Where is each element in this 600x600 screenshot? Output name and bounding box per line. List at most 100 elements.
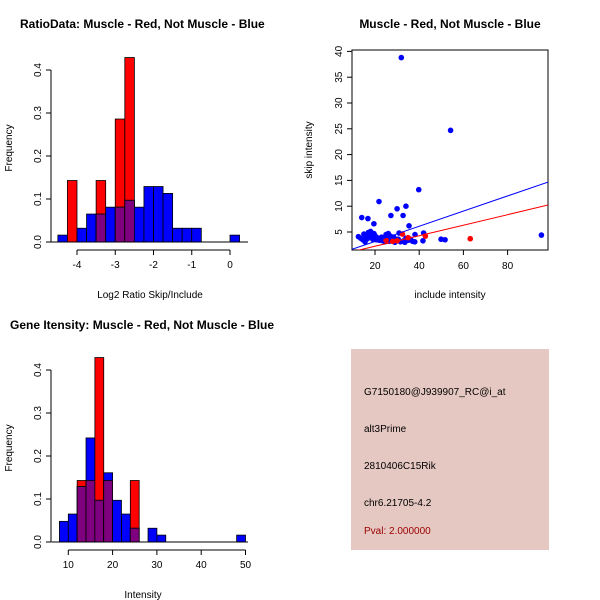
info-panel: G7150180@J939907_RC@i_at alt3Prime 28104… <box>351 349 549 550</box>
scatter-ytick-label: 20 <box>334 149 345 161</box>
scatter-point-blue <box>362 234 369 241</box>
ratio-hist-bar-blue <box>181 227 193 243</box>
ratio-hist-xtick-label: -1 <box>187 260 196 271</box>
ratio-hist-xlabel: Log2 Ratio Skip/Include <box>97 290 203 301</box>
scatter-point-blue <box>394 205 400 212</box>
intensity-hist-bar-overlap <box>129 527 140 543</box>
scatter-xtick-label: 80 <box>502 261 514 272</box>
scatter-point-blue <box>367 233 374 239</box>
event-type: alt3Prime <box>364 424 407 435</box>
intensity-hist-xtick-label: 40 <box>196 560 208 571</box>
scatter-xtick-label: 40 <box>414 261 426 272</box>
ratio-hist-bar-red <box>67 180 78 243</box>
ratio-hist-bar-overlap <box>114 206 126 243</box>
intensity-hist-bar-overlap <box>103 480 113 543</box>
ratio-hist-ytick-label: 0.4 <box>33 63 44 77</box>
ratio-hist-bar-blue <box>229 234 240 243</box>
scatter-ylabel: skip intensity <box>304 121 315 178</box>
intensity-hist-bar-overlap <box>94 499 105 543</box>
intensity-hist-bar-blue <box>112 499 122 543</box>
scatter-point-blue <box>406 223 412 229</box>
scatter-point-blue <box>402 239 408 246</box>
scatter-ytick-label: 30 <box>334 97 345 109</box>
intensity-hist-bar-blue <box>59 520 69 543</box>
scatter-point-red <box>467 235 474 242</box>
intensity-hist-bar-blue <box>156 534 167 543</box>
intensity-hist-bar-blue <box>67 513 78 543</box>
intensity-hist-title: Gene Itensity: Muscle - Red, Not Muscle … <box>10 318 274 332</box>
scatter-point-blue <box>420 237 426 244</box>
scatter-xtick-label: 20 <box>369 261 381 272</box>
ratio-hist-xtick-label: 0 <box>227 260 233 271</box>
scatter-point-blue <box>388 212 394 219</box>
ratio-hist-bar-blue <box>133 206 145 243</box>
scatter-ytick-label: 25 <box>334 123 345 135</box>
ratio-hist-ylabel: Frequency <box>4 124 15 171</box>
intensity-hist-ytick-label: 0.3 <box>33 406 44 420</box>
scatter-point-blue <box>442 236 448 243</box>
scatter-point-blue <box>371 220 377 227</box>
intensity-hist-bar-blue <box>121 513 131 543</box>
ratio-hist-xtick-label: -4 <box>73 260 82 271</box>
intensity-hist-xtick-label: 10 <box>63 560 75 571</box>
intensity-hist-ylabel: Frequency <box>4 424 15 471</box>
ratio-hist-bar-blue <box>86 213 97 243</box>
ratio-hist-xtick-label: -3 <box>111 260 120 271</box>
ratio-hist-ytick-label: 0.3 <box>33 106 44 120</box>
scatter-point-blue <box>447 127 454 134</box>
location: chr6.21705-4.2 <box>364 498 432 509</box>
scatter-point-blue <box>403 203 409 209</box>
intensity-hist-bar-overlap <box>76 486 87 543</box>
intensity-hist-xtick-label: 50 <box>240 560 252 571</box>
scatter-point-blue <box>358 214 365 221</box>
ratio-hist-xtick-label: -2 <box>149 260 158 271</box>
scatter-title: Muscle - Red, Not Muscle - Blue <box>359 17 541 31</box>
ratio-hist-bar-blue <box>76 227 87 243</box>
scatter-point-blue <box>376 198 382 205</box>
intensity-hist-xtick-label: 30 <box>151 560 163 571</box>
ratio-hist-bar-blue <box>172 227 183 243</box>
intensity-hist-ytick-label: 0.2 <box>33 449 44 463</box>
intensity-hist-xtick-label: 20 <box>107 560 119 571</box>
ratio-hist-bar-overlap <box>95 213 107 243</box>
intensity-hist-xlabel: Intensity <box>124 590 161 600</box>
scatter-xlabel: include intensity <box>414 290 485 301</box>
ratio-hist-bar-blue <box>57 234 68 243</box>
scatter-point-blue <box>365 215 371 222</box>
scatter-fit-line-blue <box>352 181 548 250</box>
scatter-point-blue <box>400 212 406 219</box>
scatter-xtick-label: 60 <box>458 261 470 272</box>
scatter-ytick-label: 5 <box>334 229 345 235</box>
probe-id: G7150180@J939907_RC@i_at <box>364 387 506 398</box>
ratio-hist-title: RatioData: Muscle - Red, Not Muscle - Bl… <box>20 17 265 31</box>
scatter-point-blue <box>538 232 545 238</box>
intensity-hist-bar-blue <box>236 534 246 543</box>
ratio-hist-bar-blue <box>143 186 154 243</box>
ratio-hist-bar-blue <box>153 186 164 243</box>
scatter-fit-line-red <box>357 204 548 250</box>
intensity-hist-ytick-label: 0.0 <box>33 535 44 549</box>
scatter-point-blue <box>415 186 422 193</box>
ratio-hist-bar-blue <box>162 193 174 243</box>
scatter-point-blue <box>409 238 416 245</box>
ratio-hist-bar-overlap <box>124 199 135 243</box>
ratio-hist-ytick-label: 0.0 <box>33 235 44 249</box>
scatter-point-red <box>383 237 389 244</box>
ratio-hist-bar-blue <box>105 206 116 243</box>
intensity-hist-bar-blue <box>147 527 158 543</box>
scatter-point-blue <box>398 54 405 61</box>
intensity-hist-ytick-label: 0.1 <box>33 492 44 506</box>
gene-name: 2810406C15Rik <box>364 461 436 472</box>
ratio-hist-bar-blue <box>191 227 202 243</box>
scatter-ytick-label: 15 <box>334 174 345 186</box>
scatter-ytick-label: 35 <box>334 71 345 83</box>
scatter-ytick-label: 40 <box>334 45 345 57</box>
intensity-hist-ytick-label: 0.4 <box>33 363 44 377</box>
ratio-hist-ytick-label: 0.2 <box>33 149 44 163</box>
scatter-ytick-label: 10 <box>334 200 345 212</box>
intensity-hist-bar-overlap <box>85 480 96 543</box>
ratio-hist-ytick-label: 0.1 <box>33 192 44 206</box>
scatter-plot-box <box>351 49 549 251</box>
